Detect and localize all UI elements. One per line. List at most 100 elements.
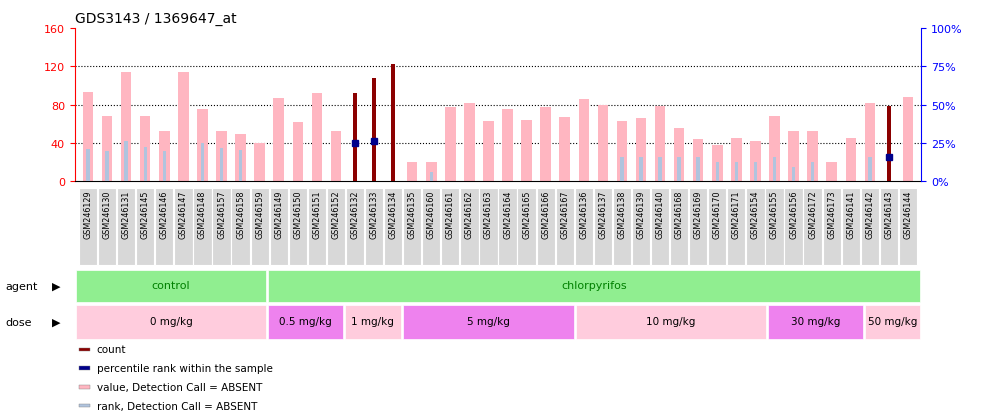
Bar <box>106 151 109 182</box>
FancyBboxPatch shape <box>402 306 574 339</box>
Bar <box>429 172 433 182</box>
FancyBboxPatch shape <box>345 306 400 339</box>
Text: GSM246135: GSM246135 <box>407 190 416 239</box>
FancyBboxPatch shape <box>631 189 650 265</box>
Text: GSM246154: GSM246154 <box>751 190 760 239</box>
Bar <box>712 145 722 182</box>
Bar <box>827 163 837 182</box>
FancyBboxPatch shape <box>865 306 920 339</box>
Bar <box>235 135 246 182</box>
FancyBboxPatch shape <box>479 189 498 265</box>
Bar <box>808 132 818 182</box>
Bar <box>83 93 94 182</box>
Text: GSM246141: GSM246141 <box>847 190 856 239</box>
Bar <box>560 118 570 182</box>
FancyBboxPatch shape <box>861 189 879 265</box>
Text: GSM246165: GSM246165 <box>522 190 531 239</box>
Bar <box>293 123 303 182</box>
FancyBboxPatch shape <box>842 189 860 265</box>
Bar <box>865 103 875 182</box>
FancyBboxPatch shape <box>498 189 517 265</box>
Bar <box>220 148 223 182</box>
Text: 1 mg/kg: 1 mg/kg <box>352 316 394 326</box>
FancyBboxPatch shape <box>556 189 574 265</box>
FancyBboxPatch shape <box>308 189 326 265</box>
FancyBboxPatch shape <box>689 189 707 265</box>
Text: 0 mg/kg: 0 mg/kg <box>149 316 192 326</box>
Text: GSM246166: GSM246166 <box>541 190 550 239</box>
Bar <box>750 142 761 182</box>
Text: 5 mg/kg: 5 mg/kg <box>467 316 510 326</box>
Text: GSM246130: GSM246130 <box>103 190 112 239</box>
FancyBboxPatch shape <box>708 189 726 265</box>
Text: GSM246134: GSM246134 <box>388 190 397 239</box>
Text: GSM246131: GSM246131 <box>122 190 130 239</box>
Text: GSM246167: GSM246167 <box>560 190 570 239</box>
Bar <box>79 404 91 407</box>
Bar <box>354 143 357 182</box>
FancyBboxPatch shape <box>768 306 863 339</box>
Bar <box>391 65 394 182</box>
FancyBboxPatch shape <box>384 189 402 265</box>
FancyBboxPatch shape <box>270 189 288 265</box>
FancyBboxPatch shape <box>898 189 917 265</box>
Bar <box>407 163 417 182</box>
Text: 0.5 mg/kg: 0.5 mg/kg <box>279 316 332 326</box>
Text: GSM246164: GSM246164 <box>503 190 512 239</box>
Text: GSM246147: GSM246147 <box>179 190 188 239</box>
Bar <box>754 163 757 182</box>
FancyBboxPatch shape <box>76 270 266 302</box>
Bar <box>635 119 646 182</box>
Bar <box>792 167 795 182</box>
Text: ▶: ▶ <box>52 317 61 327</box>
Text: GSM246142: GSM246142 <box>866 190 874 239</box>
Text: GSM246163: GSM246163 <box>484 190 493 239</box>
Text: GSM246146: GSM246146 <box>159 190 168 239</box>
FancyBboxPatch shape <box>98 189 117 265</box>
Bar <box>216 132 227 182</box>
Text: 50 mg/kg: 50 mg/kg <box>868 316 917 326</box>
FancyBboxPatch shape <box>576 306 766 339</box>
Text: GSM246144: GSM246144 <box>903 190 912 239</box>
Bar <box>811 163 815 182</box>
FancyBboxPatch shape <box>231 189 250 265</box>
FancyBboxPatch shape <box>727 189 745 265</box>
Bar <box>788 132 799 182</box>
Bar <box>159 132 169 182</box>
FancyBboxPatch shape <box>118 189 135 265</box>
Bar <box>373 142 375 182</box>
Bar <box>735 163 738 182</box>
Bar <box>140 117 150 182</box>
Text: GSM246149: GSM246149 <box>274 190 283 239</box>
Bar <box>677 158 681 182</box>
FancyBboxPatch shape <box>594 189 612 265</box>
FancyBboxPatch shape <box>251 189 269 265</box>
Text: GSM246160: GSM246160 <box>426 190 436 239</box>
Bar <box>201 143 204 182</box>
Text: GSM246133: GSM246133 <box>370 190 378 239</box>
FancyBboxPatch shape <box>193 189 211 265</box>
Text: GSM246143: GSM246143 <box>884 190 893 239</box>
FancyBboxPatch shape <box>670 189 688 265</box>
Bar <box>254 143 265 182</box>
FancyBboxPatch shape <box>765 189 784 265</box>
Bar <box>143 147 147 182</box>
Text: GSM246168: GSM246168 <box>674 190 683 239</box>
Bar <box>483 121 494 182</box>
Bar <box>541 108 551 182</box>
FancyBboxPatch shape <box>403 189 421 265</box>
Bar <box>79 367 91 370</box>
Bar <box>464 103 475 182</box>
FancyBboxPatch shape <box>212 189 231 265</box>
FancyBboxPatch shape <box>155 189 173 265</box>
FancyBboxPatch shape <box>327 189 345 265</box>
FancyBboxPatch shape <box>268 306 343 339</box>
FancyBboxPatch shape <box>613 189 631 265</box>
Text: GSM246136: GSM246136 <box>580 190 589 239</box>
Bar <box>696 158 700 182</box>
Bar <box>373 78 375 182</box>
Text: GSM246140: GSM246140 <box>655 190 664 239</box>
Bar <box>162 151 166 182</box>
Bar <box>846 139 856 182</box>
Bar <box>121 73 131 182</box>
